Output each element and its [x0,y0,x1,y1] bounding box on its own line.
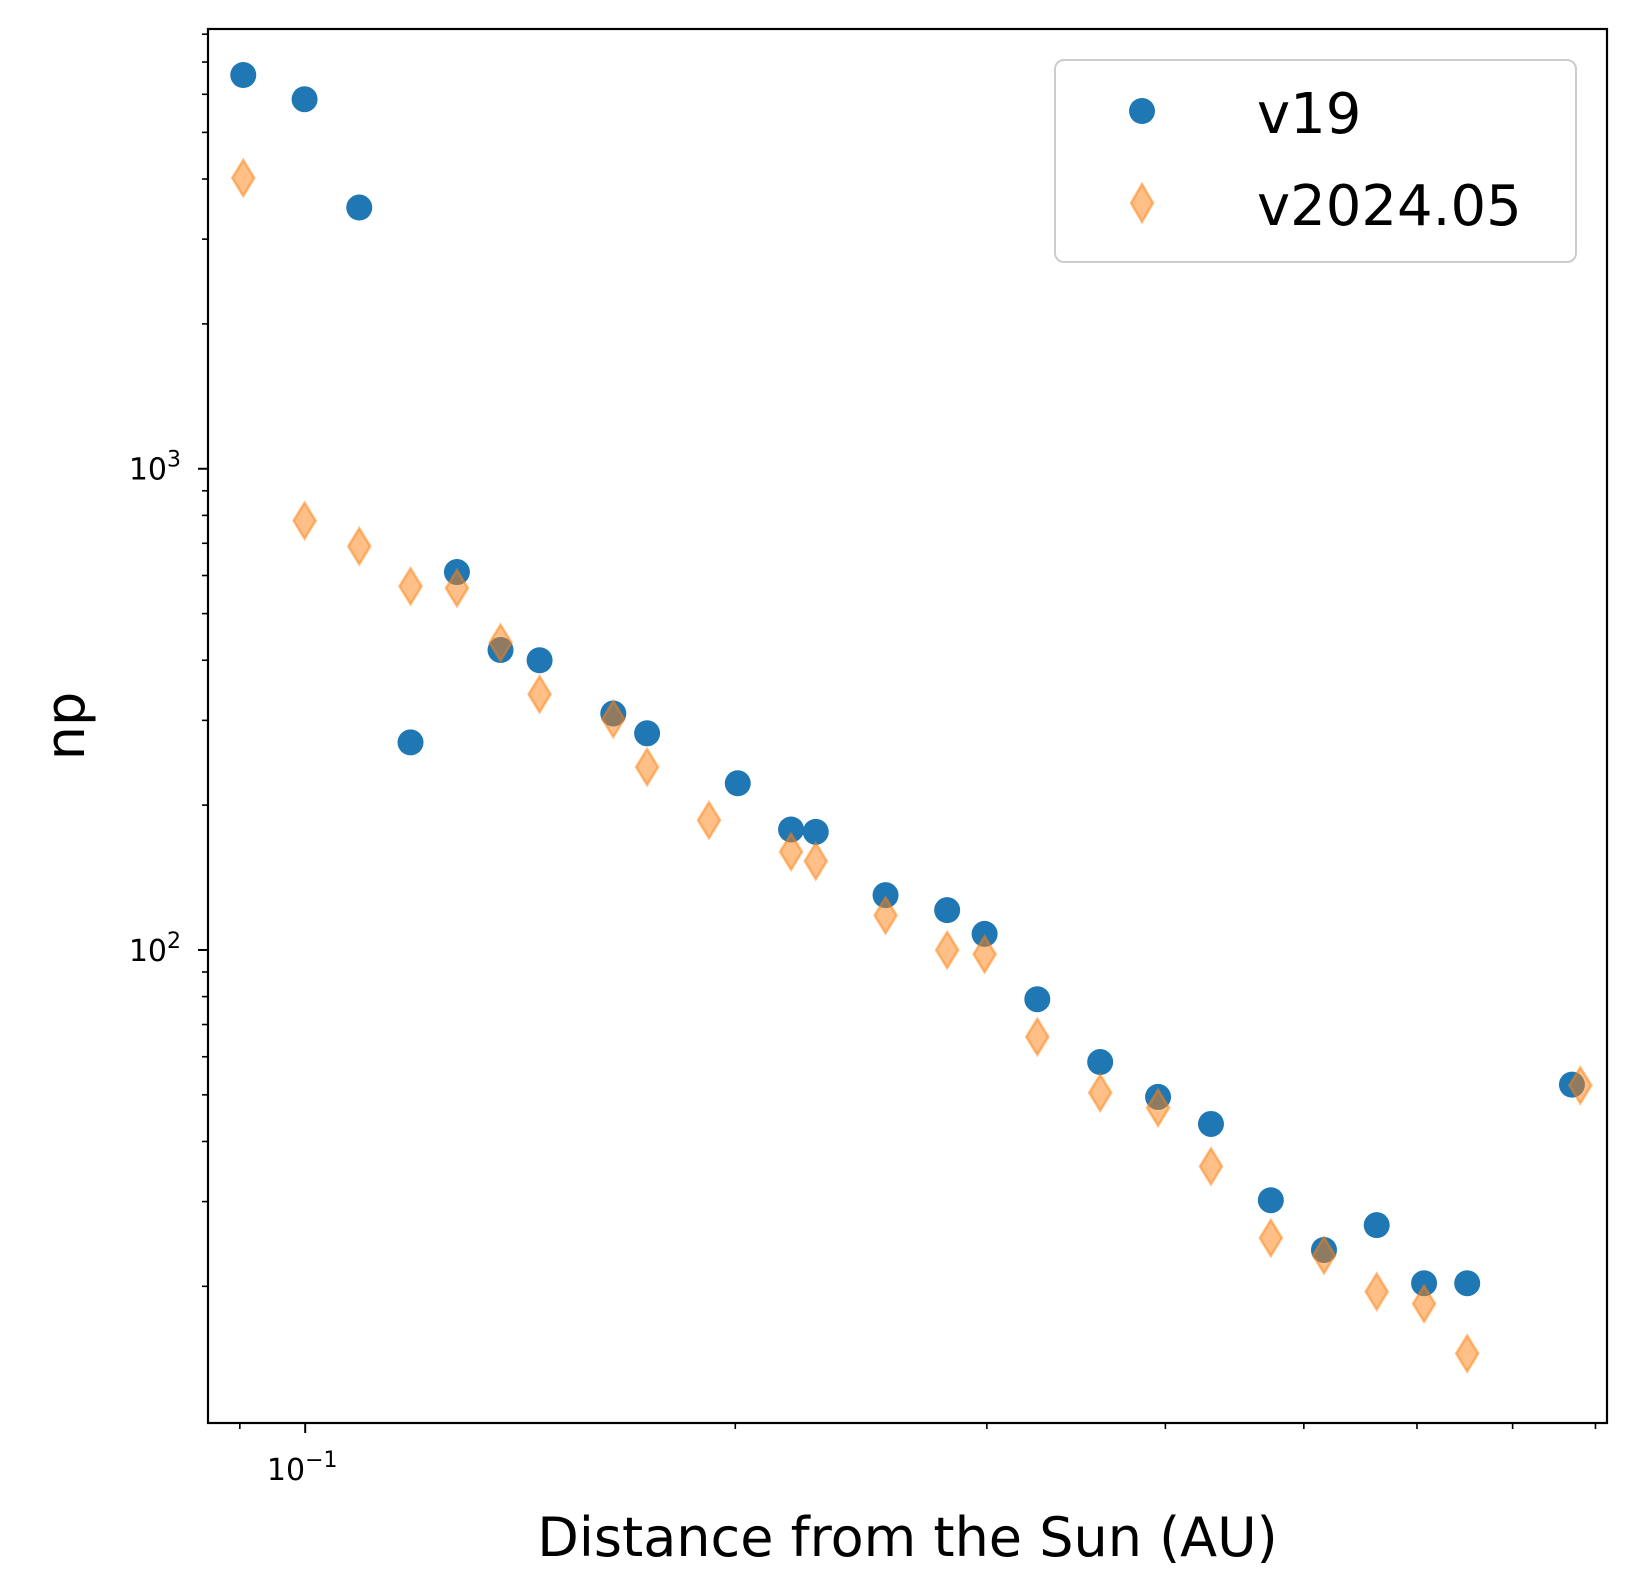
y-tick-label: 102 [129,929,181,969]
legend-label-v2024-05: v2024.05 [1257,174,1522,239]
legend-label-v19: v19 [1257,82,1361,147]
point-v2024-05 [1567,1065,1593,1106]
point-v2024-05 [1454,1333,1480,1374]
point-v2024-05 [600,698,626,740]
point-v19 [1411,1270,1438,1297]
point-v2024-05 [803,840,829,882]
point-v2024-05 [1364,1271,1390,1313]
legend-frame [1054,59,1577,263]
point-v19 [1454,1270,1481,1297]
x-tick-label: 10−1 [267,1448,338,1488]
point-v2024-05 [292,500,318,542]
point-v19 [1087,1049,1114,1076]
point-v19 [397,729,424,756]
point-v19 [1024,986,1051,1013]
point-v19 [1257,1187,1284,1214]
point-v2024-05 [444,567,470,609]
point-v19 [526,647,553,674]
point-v19 [778,816,805,843]
point-v2024-05 [1087,1072,1113,1114]
x-axis-label: Distance from the Sun (AU) [537,1506,1277,1569]
point-v2024-05 [1145,1087,1171,1129]
point-v19 [230,61,257,88]
point-v2024-05 [1311,1234,1337,1276]
data-markers [230,61,1593,1374]
legend: v19 v2024.05 [1054,59,1577,263]
point-v19 [934,897,961,924]
point-v2024-05 [634,746,660,788]
point-v2024-05 [1411,1283,1437,1325]
legend-marker-v19 [1129,98,1155,124]
point-v2024-05 [527,673,553,715]
point-v19 [346,194,373,221]
point-v19 [291,86,318,113]
point-v19 [1197,1110,1224,1137]
point-v2024-05 [778,831,804,873]
point-v2024-05 [1198,1146,1224,1187]
point-v2024-05 [1024,1016,1050,1058]
point-v2024-05 [873,894,899,936]
point-v2024-05 [488,622,514,664]
point-v2024-05 [346,525,372,567]
point-v19 [634,720,661,747]
point-v19 [1363,1212,1390,1239]
y-tick-label: 103 [129,448,181,488]
point-v19 [724,770,751,797]
point-v2024-05 [398,565,423,607]
legend-marker-v2024-05 [1129,181,1155,225]
point-v2024-05 [696,799,722,841]
point-v19 [802,818,829,845]
plot-frame [206,27,1609,1425]
point-v2024-05 [934,929,960,971]
point-v2024-05 [972,933,998,975]
y-axis-label: np [34,692,97,761]
point-v2024-05 [230,157,256,199]
point-v2024-05 [1258,1217,1284,1259]
